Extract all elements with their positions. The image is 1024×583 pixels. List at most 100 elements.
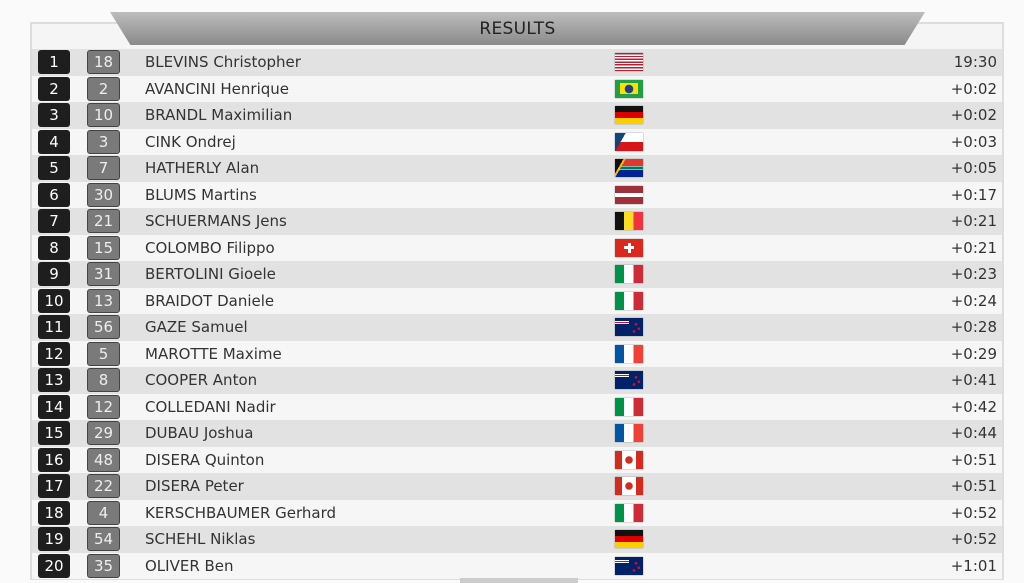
flag-de-icon	[615, 530, 643, 549]
result-time: +0:02	[950, 79, 997, 98]
rank-badge: 14	[38, 394, 70, 419]
result-row[interactable]: 6 30 BLUMS Martins +0:17	[32, 181, 1002, 208]
flag-it-icon	[615, 503, 643, 522]
rider-name: MAROTTE Maxime	[145, 344, 282, 363]
result-time: +0:28	[950, 318, 997, 337]
result-time: +0:17	[950, 185, 997, 204]
rider-name: COLLEDANI Nadir	[145, 397, 276, 416]
results-header: RESULTS	[110, 12, 925, 45]
bib-number: 56	[87, 315, 120, 340]
flag-fr-icon	[615, 344, 643, 363]
rider-name: HATHERLY Alan	[145, 159, 260, 178]
result-row[interactable]: 13 8 COOPER Anton +0:41	[32, 367, 1002, 394]
rank-badge: 20	[38, 553, 70, 578]
rank-badge: 9	[38, 262, 70, 287]
flag-lv-icon	[615, 185, 643, 204]
rank-badge: 18	[38, 500, 70, 525]
rider-name: BRANDL Maximilian	[145, 106, 293, 125]
result-row[interactable]: 19 54 SCHEHL Niklas +0:52	[32, 526, 1002, 553]
rider-name: KERSCHBAUMER Gerhard	[145, 503, 337, 522]
bib-number: 29	[87, 421, 120, 446]
bib-number: 3	[87, 129, 120, 154]
result-time: +0:42	[950, 397, 997, 416]
bib-number: 18	[87, 50, 120, 75]
flag-be-icon	[615, 212, 643, 231]
rider-name: GAZE Samuel	[145, 318, 248, 337]
flag-ca-icon	[615, 477, 643, 496]
result-row[interactable]: 20 35 OLIVER Ben +1:01	[32, 552, 1002, 579]
rank-badge: 7	[38, 209, 70, 234]
result-row[interactable]: 10 13 BRAIDOT Daniele +0:24	[32, 287, 1002, 314]
rider-name: DISERA Quinton	[145, 450, 265, 469]
result-row[interactable]: 15 29 DUBAU Joshua +0:44	[32, 420, 1002, 447]
bib-number: 7	[87, 156, 120, 181]
rank-badge: 10	[38, 288, 70, 313]
result-row[interactable]: 8 15 COLOMBO Filippo +0:21	[32, 234, 1002, 261]
rank-badge: 16	[38, 447, 70, 472]
rank-badge: 6	[38, 182, 70, 207]
result-row[interactable]: 4 3 CINK Ondrej +0:03	[32, 128, 1002, 155]
flag-it-icon	[615, 397, 643, 416]
result-row[interactable]: 9 31 BERTOLINI Gioele +0:23	[32, 261, 1002, 288]
result-time: +0:29	[950, 344, 997, 363]
flag-it-icon	[615, 291, 643, 310]
result-row[interactable]: 7 21 SCHUERMANS Jens +0:21	[32, 208, 1002, 235]
result-row[interactable]: 12 5 MAROTTE Maxime +0:29	[32, 340, 1002, 367]
result-time: +0:44	[950, 424, 997, 443]
flag-ca-icon	[615, 450, 643, 469]
result-time: +0:23	[950, 265, 997, 284]
bib-number: 15	[87, 235, 120, 260]
result-row[interactable]: 5 7 HATHERLY Alan +0:05	[32, 155, 1002, 182]
bib-number: 22	[87, 474, 120, 499]
rider-name: BLEVINS Christopher	[145, 53, 301, 72]
bib-number: 4	[87, 500, 120, 525]
result-time: +0:52	[950, 503, 997, 522]
result-time: +0:51	[950, 477, 997, 496]
result-row[interactable]: 16 48 DISERA Quinton +0:51	[32, 446, 1002, 473]
flag-de-icon	[615, 106, 643, 125]
rider-name: SCHUERMANS Jens	[145, 212, 287, 231]
flag-cz-icon	[615, 132, 643, 151]
rank-badge: 8	[38, 235, 70, 260]
result-time: +0:05	[950, 159, 997, 178]
bib-number: 31	[87, 262, 120, 287]
result-row[interactable]: 14 12 COLLEDANI Nadir +0:42	[32, 393, 1002, 420]
rider-name: SCHEHL Niklas	[145, 530, 256, 549]
result-time: +0:02	[950, 106, 997, 125]
flag-us-icon	[615, 53, 643, 72]
rider-name: DISERA Peter	[145, 477, 244, 496]
flag-nz-icon	[615, 556, 643, 575]
bib-number: 2	[87, 76, 120, 101]
result-row[interactable]: 1 18 BLEVINS Christopher 19:30	[32, 49, 1002, 76]
rank-badge: 12	[38, 341, 70, 366]
rider-name: BRAIDOT Daniele	[145, 291, 275, 310]
flag-nz-icon	[615, 318, 643, 337]
result-row[interactable]: 2 2 AVANCINI Henrique +0:02	[32, 75, 1002, 102]
result-time: +0:21	[950, 238, 997, 257]
rider-name: BLUMS Martins	[145, 185, 257, 204]
result-row[interactable]: 11 56 GAZE Samuel +0:28	[32, 314, 1002, 341]
bib-number: 13	[87, 288, 120, 313]
bib-number: 35	[87, 553, 120, 578]
rank-badge: 17	[38, 474, 70, 499]
bib-number: 5	[87, 341, 120, 366]
result-time: +0:51	[950, 450, 997, 469]
result-row[interactable]: 18 4 KERSCHBAUMER Gerhard +0:52	[32, 499, 1002, 526]
rank-badge: 13	[38, 368, 70, 393]
rank-badge: 1	[38, 50, 70, 75]
bib-number: 10	[87, 103, 120, 128]
results-title: RESULTS	[479, 18, 556, 39]
result-row[interactable]: 3 10 BRANDL Maximilian +0:02	[32, 102, 1002, 129]
result-time: +0:41	[950, 371, 997, 390]
rank-badge: 2	[38, 76, 70, 101]
bib-number: 30	[87, 182, 120, 207]
bib-number: 48	[87, 447, 120, 472]
result-time: +1:01	[950, 556, 997, 575]
rank-badge: 4	[38, 129, 70, 154]
result-time: +0:03	[950, 132, 997, 151]
results-list: 1 18 BLEVINS Christopher 19:30 2 2 AVANCI…	[32, 49, 1002, 579]
result-time: +0:52	[950, 530, 997, 549]
result-row[interactable]: 17 22 DISERA Peter +0:51	[32, 473, 1002, 500]
rank-badge: 11	[38, 315, 70, 340]
rider-name: BERTOLINI Gioele	[145, 265, 276, 284]
